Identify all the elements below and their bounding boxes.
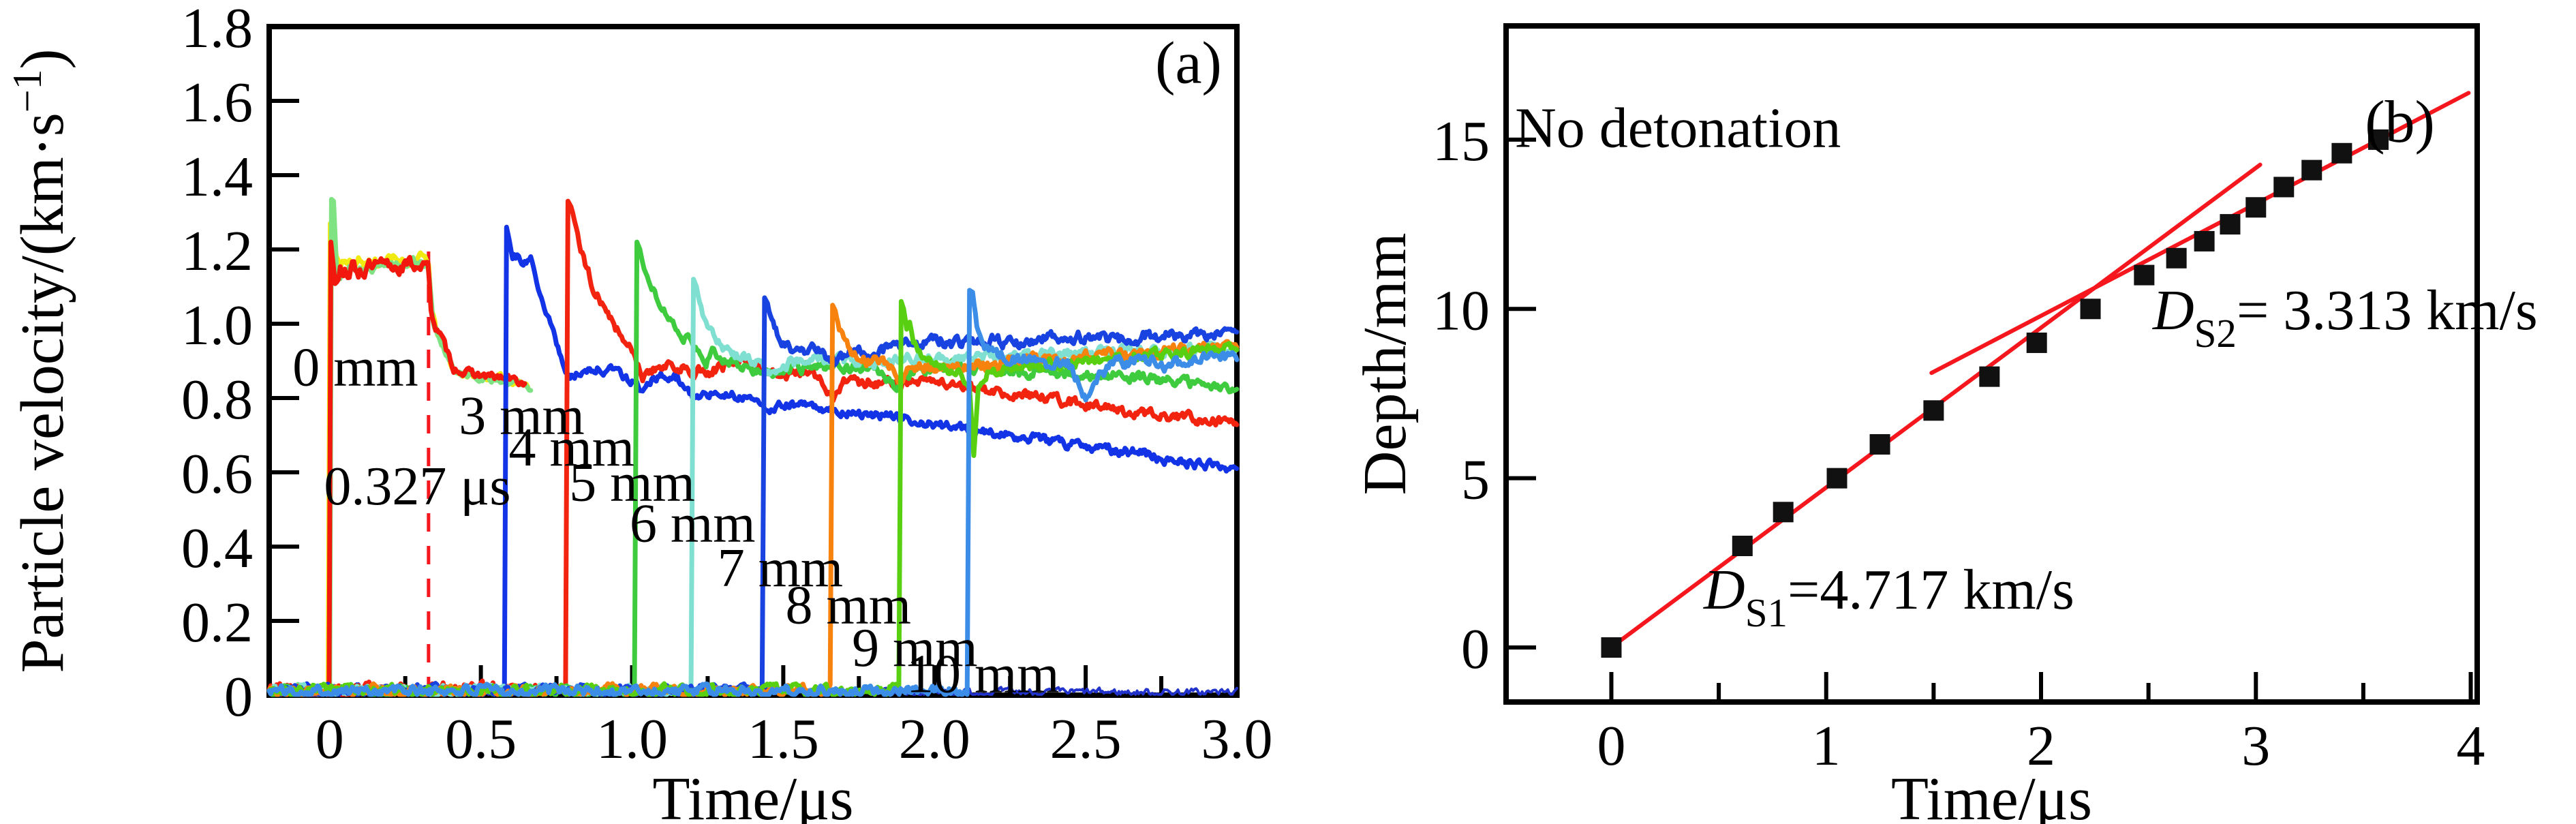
trace-label-4-mm: 4 mm bbox=[509, 418, 634, 478]
panel-b-tag: (b) bbox=[2365, 89, 2435, 155]
y-tick-label: 0.4 bbox=[181, 517, 253, 580]
data-point bbox=[2026, 332, 2047, 353]
data-point bbox=[2080, 299, 2101, 320]
y-tick-label: 1.0 bbox=[181, 294, 253, 357]
x-tick-label: 1 bbox=[1812, 714, 1841, 778]
y-tick-label: 10 bbox=[1432, 279, 1490, 342]
x-tick-label: 4 bbox=[2457, 714, 2485, 778]
x-tick-label: 1.0 bbox=[596, 707, 668, 771]
data-point bbox=[1732, 536, 1753, 557]
data-point bbox=[1923, 400, 1944, 421]
trace-label-7-mm: 7 mm bbox=[718, 538, 843, 598]
data-point bbox=[2367, 129, 2389, 150]
data-point bbox=[2245, 197, 2267, 218]
x-axis-title-b: Time/μs bbox=[1891, 765, 2092, 824]
y-tick-label: 5 bbox=[1461, 448, 1490, 512]
plot-border-b bbox=[1503, 23, 2480, 705]
x-tick-label: 0 bbox=[316, 707, 344, 771]
note-no-detonation: No detonation bbox=[1515, 97, 1841, 160]
y-tick-label: 0.8 bbox=[181, 368, 253, 431]
trace-label-0-327-μs: 0.327 μs bbox=[324, 457, 510, 517]
y-tick-label: 0.6 bbox=[181, 442, 253, 506]
x-tick-label: 0 bbox=[1597, 714, 1625, 778]
x-tick-label: 1.5 bbox=[748, 707, 819, 771]
data-point bbox=[1601, 637, 1622, 658]
x-tick-label: 2 bbox=[2027, 714, 2055, 778]
data-point bbox=[1979, 366, 2000, 387]
y-tick-label: 15 bbox=[1432, 110, 1490, 173]
trace-label-9-mm: 9 mm bbox=[852, 618, 977, 678]
x-tick-label: 2.0 bbox=[899, 707, 970, 771]
data-point bbox=[2166, 247, 2187, 269]
x-tick-label: 2.5 bbox=[1050, 707, 1122, 771]
x-axis-title-a: Time/μs bbox=[652, 765, 853, 824]
x-tick-label: 0.5 bbox=[445, 707, 517, 771]
data-point bbox=[2134, 264, 2155, 286]
y-tick-label: 1.4 bbox=[181, 145, 253, 209]
data-point bbox=[1869, 433, 1890, 455]
x-tick-label: 3.0 bbox=[1201, 707, 1273, 771]
trace-10-mm bbox=[266, 288, 1240, 697]
fit-label-DS1: DS1​=4.717 km/s bbox=[1703, 558, 2074, 635]
y-tick-label: 0 bbox=[224, 665, 253, 729]
y-axis-title-b: Depth/mm bbox=[1351, 233, 1419, 495]
trace-label-10-mm: 10 mm bbox=[906, 644, 1059, 704]
y-tick-label: 0 bbox=[1461, 617, 1490, 681]
y-tick-label: 1.8 bbox=[181, 0, 253, 60]
data-point bbox=[2273, 177, 2295, 198]
data-point bbox=[2301, 159, 2322, 181]
y-tick-label: 1.2 bbox=[181, 219, 253, 283]
x-tick-label: 3 bbox=[2241, 714, 2270, 778]
data-point bbox=[2331, 142, 2352, 164]
fit-label-DS2: DS2​= 3.313 km/s bbox=[2152, 279, 2538, 356]
trace-label-5-mm: 5 mm bbox=[569, 453, 694, 513]
y-tick-label: 0.2 bbox=[181, 591, 253, 654]
data-point bbox=[2220, 214, 2241, 235]
trace-label-8-mm: 8 mm bbox=[786, 575, 911, 635]
data-point bbox=[2194, 230, 2215, 251]
y-tick-label: 1.6 bbox=[181, 71, 253, 134]
trace-label-6-mm: 6 mm bbox=[630, 494, 755, 554]
panel-a-tag: (a) bbox=[1155, 31, 1222, 97]
data-point bbox=[1773, 502, 1794, 523]
trace-label-0-mm: 0 mm bbox=[292, 338, 418, 398]
trace-label-3-mm: 3 mm bbox=[459, 386, 584, 446]
y-axis-title-a: Particle velocity/(km·s−1​) bbox=[5, 48, 76, 673]
data-point bbox=[1826, 468, 1847, 489]
